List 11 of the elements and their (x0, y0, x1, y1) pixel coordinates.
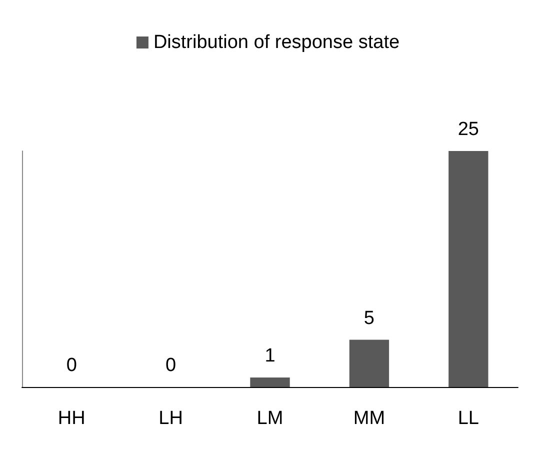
x-tick-label: HH (58, 408, 86, 429)
x-tick-label: LH (158, 408, 183, 429)
x-tick-label: LM (256, 408, 284, 429)
data-label: 25 (458, 119, 479, 140)
data-label: 5 (364, 308, 374, 329)
x-tick-label: MM (353, 408, 386, 429)
data-label: 0 (66, 355, 77, 376)
data-label: 1 (264, 346, 276, 367)
legend-label: Distribution of response state (153, 32, 400, 53)
data-label: 0 (166, 355, 176, 376)
x-tick-label: LL (458, 408, 479, 429)
